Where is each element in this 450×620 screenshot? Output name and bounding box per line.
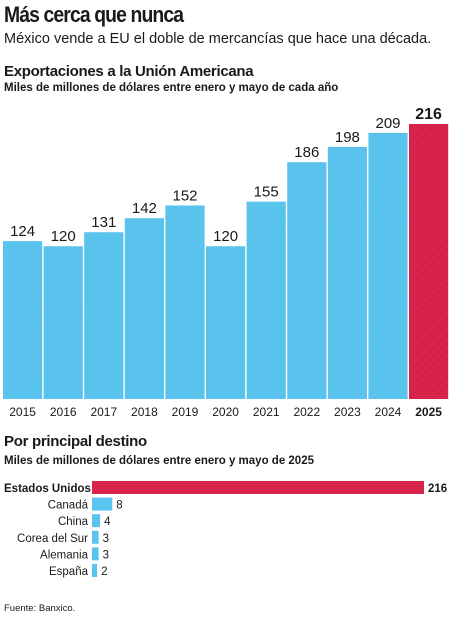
source-note: Fuente: Banxico. [4,603,76,614]
x-tick-label: 2019 [172,405,199,419]
exports-chart-subtitle: Miles de millones de dólares entre enero… [4,82,339,94]
x-tick-label: 2024 [375,405,402,419]
bar-hatch-2021 [246,201,286,399]
x-tick-label: 2020 [212,405,239,419]
destinations-chart-subtitle: Miles de millones de dólares entre enero… [4,455,314,467]
x-tick-label: 2017 [90,405,117,419]
bar-value-label: 142 [132,200,157,217]
destination-bar [92,564,98,577]
bar-value-label: 209 [375,115,400,132]
bar-value-label: 124 [10,223,35,240]
x-tick-label: 2025 [415,405,442,419]
x-tick-label: 2018 [131,405,158,419]
destination-bar [92,481,424,494]
destination-value: 216 [428,483,447,495]
destination-value: 2 [101,566,107,578]
destination-value: 3 [103,549,109,561]
page-subtitle: México vende a EU el doble de mercancías… [4,31,432,47]
x-tick-label: 2016 [50,405,77,419]
destinations-bar-chart: Estados Unidos 216 Canadá 8 China 4 Corea del … [4,481,447,578]
bar-hatch-2019 [165,205,205,399]
destination-bar [92,530,99,544]
bar-value-label: 120 [51,228,76,245]
bar-hatch-2025 [409,124,449,399]
destination-label: Canadá [48,500,89,512]
bar-hatch-2018 [124,218,164,399]
page-title: Más cerca que nunca [4,2,184,27]
destination-value: 8 [116,500,122,512]
destination-label: Corea del Sur [17,533,88,545]
x-tick-label: 2022 [293,405,320,419]
destination-label: España [49,566,89,578]
destination-bar [92,497,113,511]
exports-chart-title: Exportaciones a la Unión Americana [4,63,254,80]
bar-hatch-2020 [206,246,246,399]
bar-value-label: 186 [294,144,319,161]
destination-bar [92,547,99,561]
destinations-chart-title: Por principal destino [4,433,147,450]
bar-value-label: 216 [415,106,442,123]
destination-value: 4 [104,516,111,528]
x-tick-label: 2015 [9,405,36,419]
bar-value-label: 198 [335,129,360,146]
destination-label: Estados Unidos [4,483,91,495]
x-tick-label: 2021 [253,405,280,419]
bar-hatch-2016 [43,246,83,399]
destination-bar [92,514,101,528]
bar-value-label: 155 [254,184,279,201]
bar-value-label: 120 [213,228,238,245]
destination-label: Alemania [40,549,89,561]
bar-hatch-2023 [327,146,367,399]
bar-hatch-2022 [287,162,327,399]
bar-hatch-2024 [368,132,408,399]
bar-hatch-2015 [3,241,43,399]
bar-value-label: 152 [172,187,197,204]
exports-bar-chart: 124 2015 120 2016 131 2017 142 2018 152 2019 120 20… [3,106,449,419]
x-tick-label: 2023 [334,405,361,419]
bar-value-label: 131 [91,214,116,231]
destination-label: China [58,516,89,528]
destination-value: 3 [103,533,109,545]
bar-hatch-2017 [84,232,124,399]
